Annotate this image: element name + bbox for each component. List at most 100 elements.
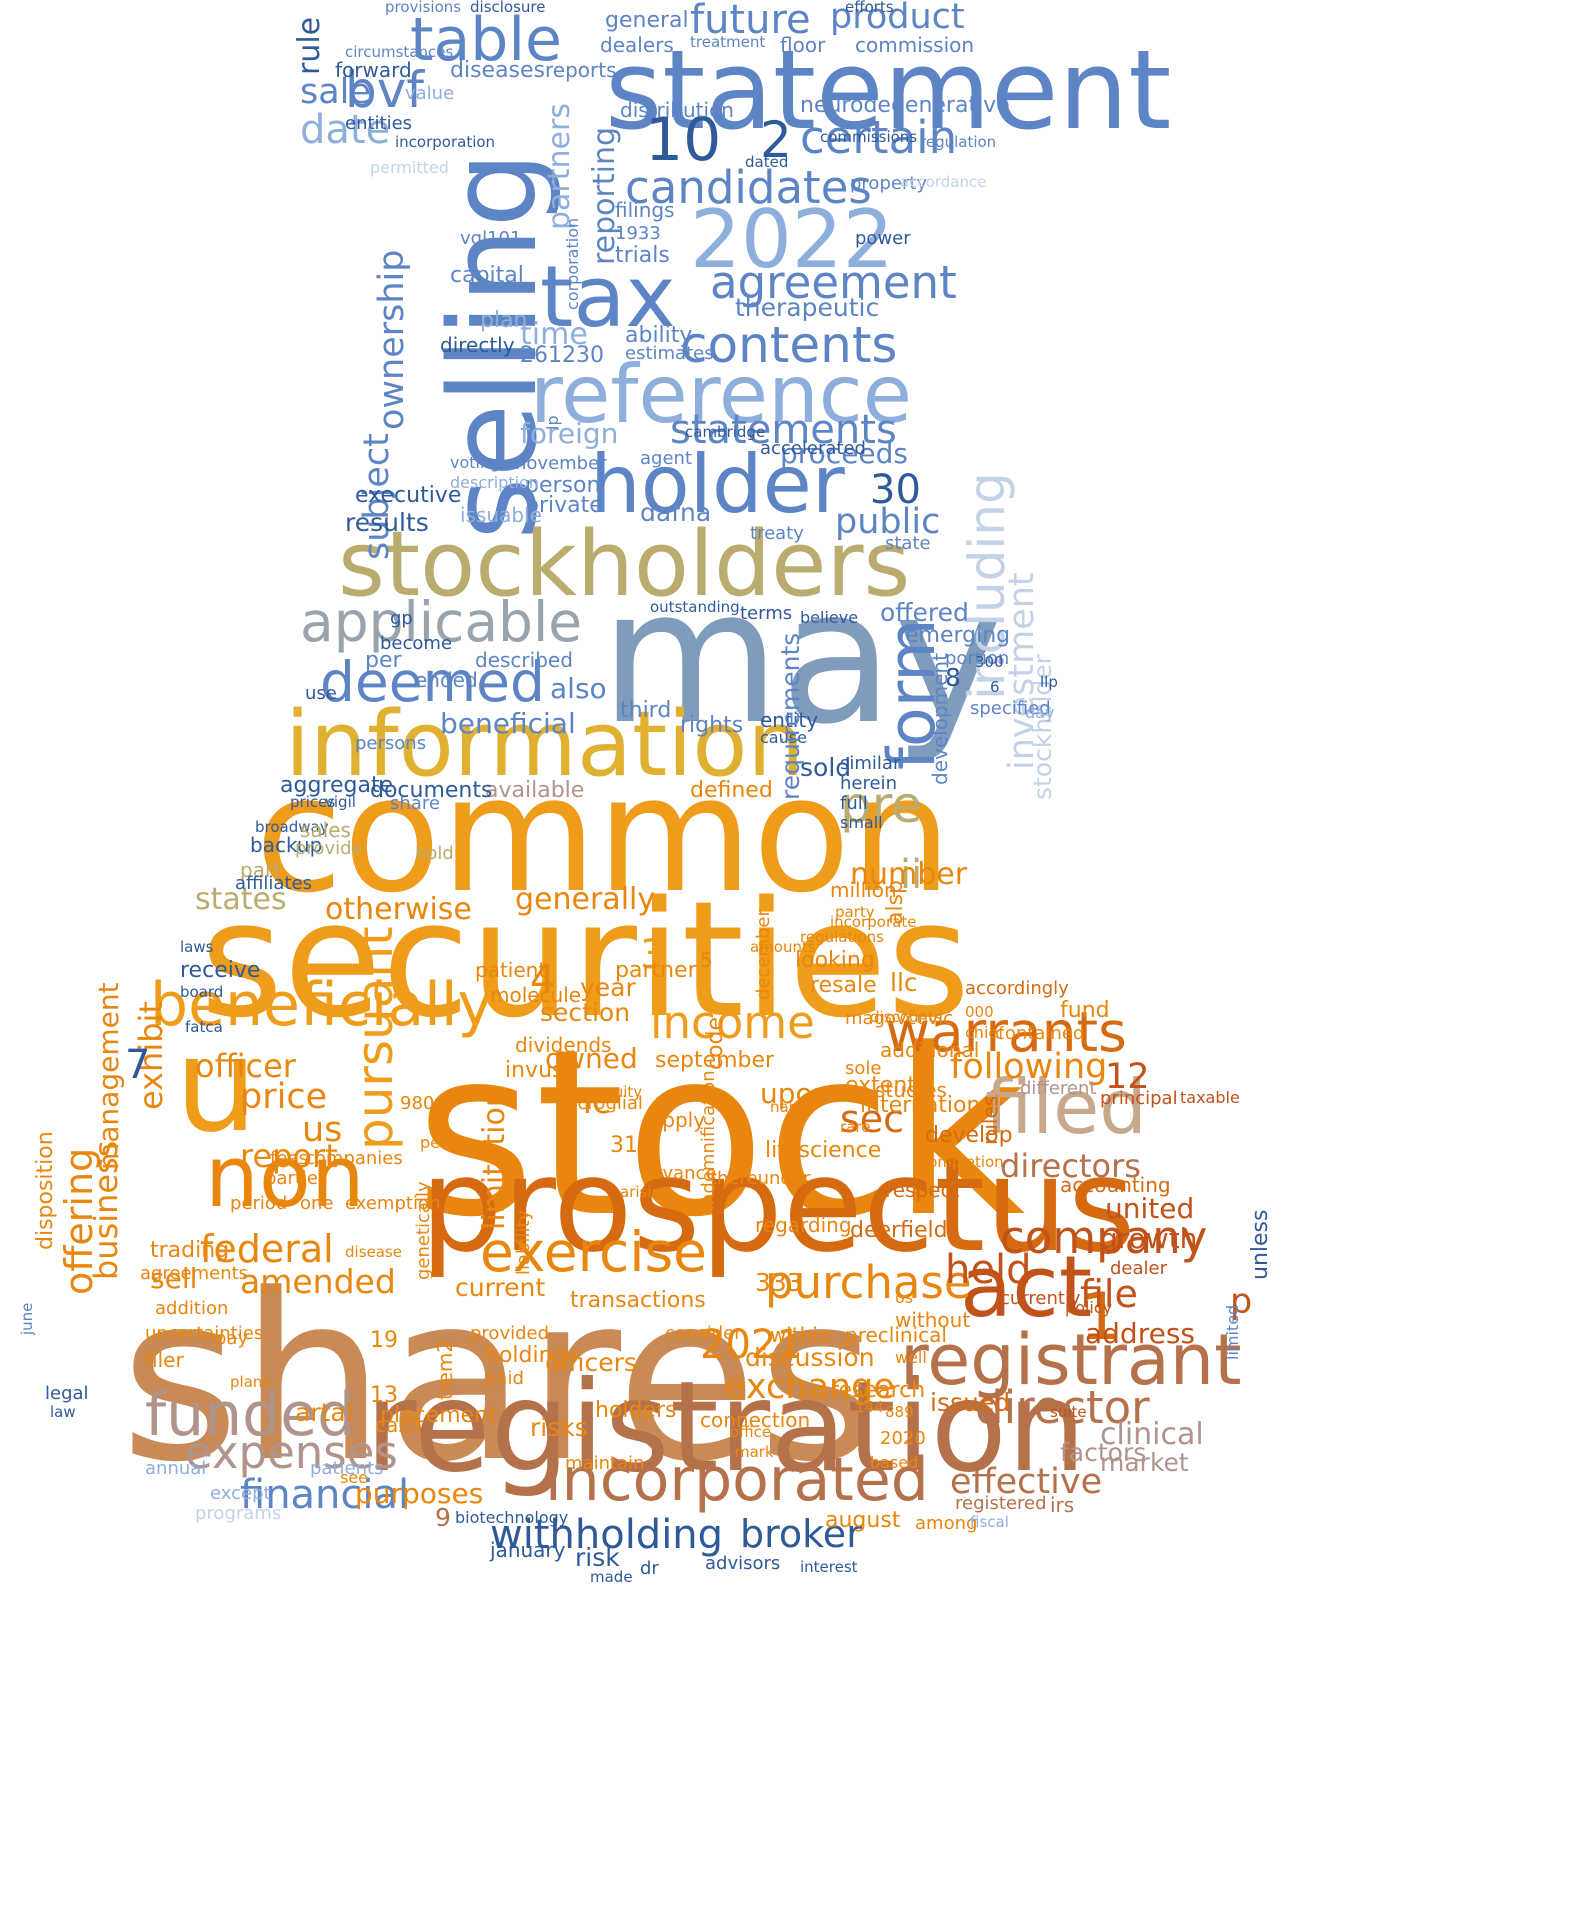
cloud-word: filed [985, 1063, 1147, 1151]
cloud-word: described [475, 648, 573, 672]
cloud-word: otherwise [325, 892, 472, 927]
cloud-word: artal [295, 1398, 353, 1427]
cloud-word: purchase [765, 1256, 972, 1309]
cloud-word: section [540, 998, 631, 1027]
cloud-word: discussion [745, 1343, 875, 1372]
cloud-word: extent [845, 1073, 916, 1098]
cloud-word: beneficially [150, 970, 494, 1040]
cloud-word: herein [840, 773, 897, 794]
cloud-word: applicable [300, 590, 583, 654]
cloud-word: capital [450, 263, 524, 288]
cloud-word: offered [880, 598, 969, 627]
cloud-word: genetically [413, 1181, 434, 1280]
cloud-word: made [590, 1568, 633, 1586]
cloud-word: registration [365, 1355, 1087, 1500]
cloud-word: effective [950, 1462, 1103, 1502]
cloud-word: companies [305, 1148, 403, 1169]
cloud-word: placement [380, 1403, 497, 1428]
cloud-word: well [895, 1348, 927, 1367]
cloud-word: incorporation [395, 133, 496, 151]
cloud-word: 2020 [880, 1428, 926, 1449]
cloud-word: discounts [870, 1008, 942, 1026]
cloud-word: maintain [565, 1453, 645, 1474]
cloud-word: tax [540, 248, 676, 347]
cloud-word: trading [150, 1238, 230, 1263]
cloud-word: persons [355, 733, 427, 754]
cloud-word: biotechnology [455, 1508, 569, 1527]
cloud-word: distribution [620, 98, 734, 122]
cloud-word: director [975, 1381, 1150, 1434]
cloud-word: 333 [755, 1268, 803, 1297]
cloud-word: except [210, 1483, 271, 1504]
cloud-word: backup [250, 833, 323, 857]
cloud-word: patients [310, 1458, 384, 1479]
cloud-word: specified [970, 698, 1051, 719]
cloud-word: table [410, 5, 562, 75]
cloud-word: 300 [975, 653, 1004, 671]
cloud-word: different [1020, 1078, 1097, 1099]
cloud-word: requirements [776, 632, 805, 800]
cloud-word: rule [292, 16, 327, 75]
cloud-word: agreement [710, 256, 957, 309]
cloud-word: agent [640, 448, 692, 469]
cloud-word: p [1230, 1282, 1253, 1322]
cloud-word: generally [515, 882, 656, 917]
cloud-word: amounts [750, 938, 816, 956]
cloud-word: product [830, 0, 965, 37]
cloud-word: os [895, 1288, 914, 1307]
cloud-word: partner [615, 958, 697, 983]
cloud-word: company [1000, 1211, 1208, 1264]
cloud-word: statement [605, 26, 1172, 154]
cloud-word: pre [840, 776, 922, 834]
cloud-word: funded [145, 1380, 356, 1450]
cloud-word: file [1080, 1272, 1138, 1316]
cloud-word: directly [440, 333, 515, 357]
cloud-word: regulation [920, 133, 997, 151]
cloud-word: statements [670, 407, 897, 453]
cloud-word: 13 [370, 1383, 398, 1408]
cloud-word: name [770, 1098, 813, 1116]
cloud-word: inc [560, 1082, 612, 1122]
cloud-word: growth [1100, 1222, 1198, 1255]
cloud-word: expenses [185, 1426, 398, 1479]
cloud-word: circumstances [345, 43, 454, 61]
cloud-word: non [205, 1128, 365, 1227]
cloud-word: withholding [490, 1512, 724, 1558]
cloud-word: state [885, 533, 931, 554]
cloud-word: 1 [1080, 1280, 1122, 1355]
cloud-word: contained [995, 1023, 1085, 1044]
cloud-word: deemed [320, 650, 545, 714]
cloud-word: day [1025, 703, 1055, 722]
cloud-word: uncertainties [145, 1323, 264, 1344]
cloud-word: held [945, 1247, 1032, 1293]
cloud-word: filer [145, 1348, 184, 1372]
cloud-word: efforts [845, 0, 894, 16]
cloud-word: broker [740, 1512, 862, 1556]
cloud-word: rights [680, 713, 744, 738]
cloud-word: 7 [125, 1042, 151, 1088]
cloud-word: liability [513, 1209, 534, 1275]
cloud-word: executive [355, 483, 462, 508]
cloud-word: gp [390, 608, 413, 629]
cloud-word: preclinical [845, 1323, 947, 1347]
cloud-word: vgl101 [460, 228, 522, 249]
cloud-word: holder [590, 438, 845, 531]
cloud-word: outstanding [650, 598, 740, 616]
cloud-word: dr [640, 1558, 659, 1579]
cloud-word: international [860, 1093, 1001, 1118]
cloud-word: 9 [435, 1503, 451, 1532]
cloud-word: year [580, 973, 636, 1002]
cloud-word: officer [195, 1047, 296, 1085]
cloud-word: believe [800, 608, 859, 627]
cloud-word: studies [875, 1078, 947, 1102]
cloud-word: floor [780, 33, 826, 57]
cloud-word: patient [475, 958, 547, 982]
cloud-word: addition [155, 1298, 229, 1319]
cloud-word: plan [480, 308, 528, 333]
cloud-word: per [365, 648, 402, 673]
cloud-word: deerfield [850, 1218, 948, 1243]
cloud-word: property [850, 173, 928, 194]
cloud-word: federal [200, 1227, 334, 1271]
cloud-word: completion [920, 1153, 1004, 1171]
cloud-word: llp [1040, 673, 1058, 691]
